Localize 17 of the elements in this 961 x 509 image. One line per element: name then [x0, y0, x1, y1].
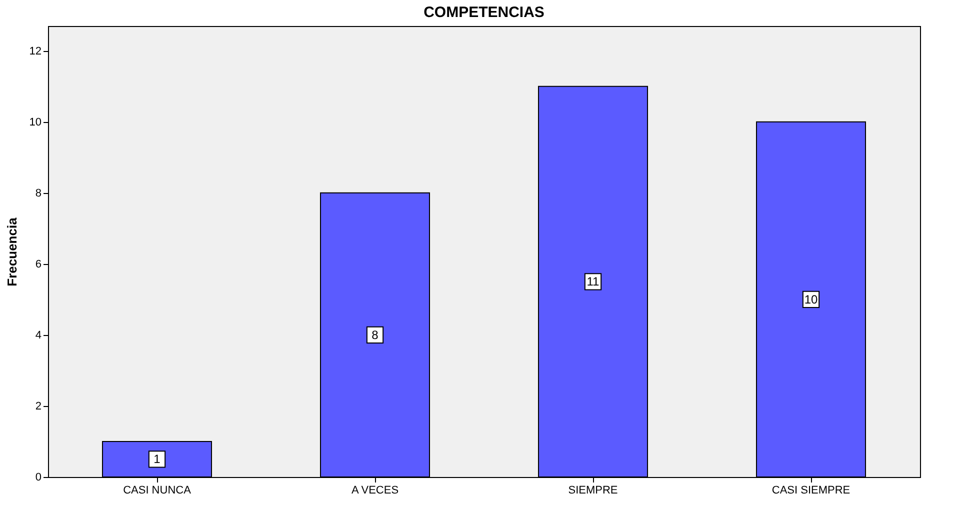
y-tick-label: 8 — [35, 187, 42, 200]
y-axis-title: Frecuencia — [4, 216, 20, 286]
x-tick-label: A VECES — [351, 484, 399, 496]
y-tick-label: 10 — [29, 116, 42, 128]
y-tick-label: 6 — [35, 258, 42, 270]
x-tick-label: CASI SIEMPRE — [772, 484, 850, 496]
data-label: 11 — [586, 274, 600, 289]
data-label: 8 — [372, 328, 379, 342]
chart-title: COMPETENCIAS — [424, 4, 544, 21]
data-label: 1 — [154, 452, 161, 466]
y-tick-label: 12 — [29, 45, 42, 58]
x-tick-label: SIEMPRE — [568, 484, 618, 496]
y-tick-label: 2 — [35, 400, 42, 412]
y-tick-label: 4 — [35, 329, 42, 342]
x-tick-label: CASI NUNCA — [123, 484, 192, 496]
y-tick-label: 0 — [35, 472, 42, 484]
data-label: 10 — [804, 292, 818, 306]
